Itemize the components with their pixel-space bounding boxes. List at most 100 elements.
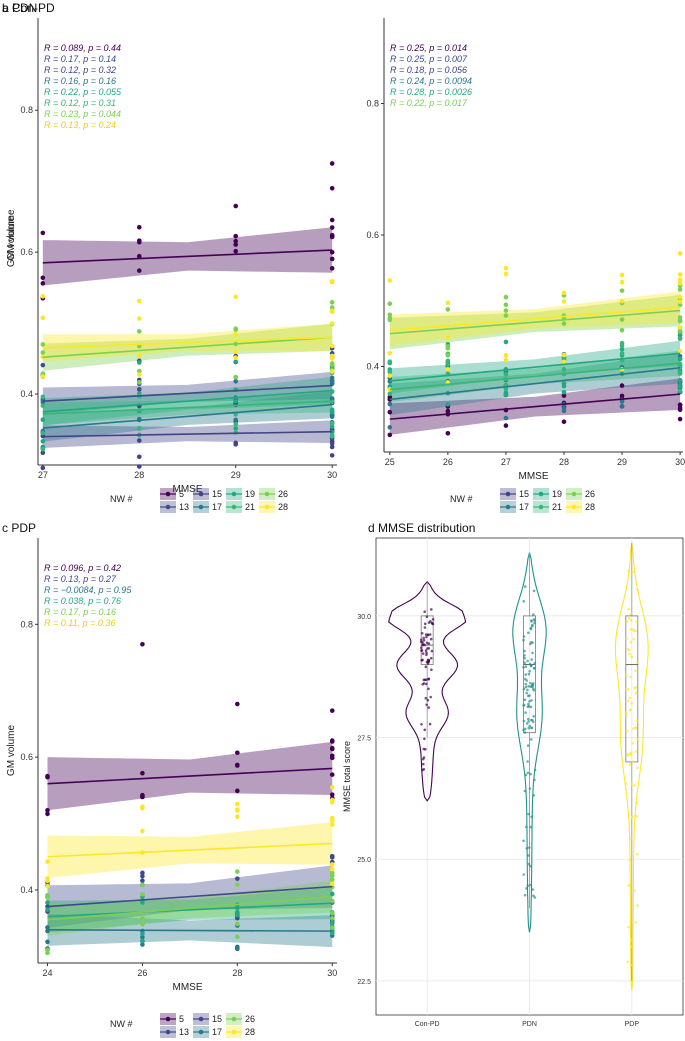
violin-Con-PD: [388, 580, 467, 802]
point-nw-21: [677, 371, 683, 376]
point-nw-5: [329, 234, 335, 240]
legend: NW # 5 15 26 13 17 28: [110, 1013, 255, 1038]
y-axis-label: MMSE total score: [342, 741, 352, 812]
point-nw-26: [329, 300, 335, 305]
stat-nw-26: R = 0.22, p = 0.017: [390, 98, 468, 108]
point-nw-28: [677, 272, 683, 277]
point-nw-5: [561, 419, 567, 424]
point-nw-21: [40, 446, 46, 452]
point-PDN: [532, 589, 536, 593]
fit-line-nw-5: [42, 249, 333, 264]
point-nw-26: [140, 921, 145, 927]
legend-key-dot-19: [231, 491, 237, 497]
point-nw-28: [136, 298, 142, 304]
point-nw-28: [503, 357, 509, 363]
point-nw-28: [387, 373, 393, 379]
point-nw-17: [140, 934, 145, 940]
legend-label-19: 19: [552, 489, 562, 499]
point-Con-PD: [425, 682, 428, 686]
point-nw-28: [140, 828, 145, 834]
x-tick-label: 27: [38, 470, 48, 480]
point-nw-5: [329, 792, 335, 797]
point-nw-21: [40, 430, 46, 436]
point-nw-13: [235, 876, 240, 881]
point-Con-PD: [427, 660, 431, 663]
point-nw-17: [45, 939, 50, 945]
point-PDP: [627, 925, 630, 929]
point-nw-28: [677, 325, 683, 330]
point-PDN: [527, 672, 531, 676]
point-nw-28: [40, 294, 46, 299]
point-PDP: [634, 629, 638, 633]
point-nw-26: [136, 379, 142, 385]
point-Con-PD: [427, 647, 431, 650]
fit-line-nw-17: [389, 367, 681, 401]
stat-nw-15: R = 0.18, p = 0.056: [390, 65, 467, 75]
x-tick-label: 28: [559, 457, 569, 467]
point-nw-26: [40, 350, 46, 355]
point-PDP: [629, 618, 633, 622]
point-nw-28: [40, 315, 46, 321]
point-nw-17: [329, 414, 335, 420]
point-PDN: [531, 623, 534, 627]
point-nw-19: [329, 409, 335, 415]
point-PDN: [522, 638, 525, 642]
point-nw-5: [233, 242, 239, 247]
fit-line-nw-26: [389, 309, 681, 335]
point-Con-PD: [420, 646, 423, 650]
point-Con-PD: [423, 622, 427, 626]
fit-line-nw-5: [47, 767, 333, 785]
fit-line-nw-26: [47, 895, 333, 921]
fit-line-nw-21: [389, 362, 681, 391]
point-nw-26: [503, 308, 509, 313]
point-nw-26: [233, 374, 239, 380]
point-PDN: [526, 688, 529, 692]
fit-line-nw-13: [47, 885, 333, 908]
legend-key-dot-15: [198, 491, 204, 497]
point-nw-15: [329, 441, 335, 446]
point-nw-26: [503, 294, 509, 300]
point-PDP: [631, 760, 635, 763]
point-PDN: [524, 773, 527, 777]
point-nw-13: [329, 854, 335, 859]
point-PDN: [529, 825, 532, 829]
y-tick-label: 0.8: [20, 619, 33, 629]
point-nw-15: [40, 465, 46, 471]
point-nw-19: [503, 392, 509, 398]
point-nw-26: [329, 873, 335, 879]
point-PDN: [529, 685, 533, 688]
point-PDP: [636, 904, 639, 907]
point-nw-26: [45, 893, 50, 898]
point-PDN: [530, 726, 533, 730]
x-tick-label: 26: [443, 457, 453, 467]
point-PDN: [533, 661, 536, 665]
point-Con-PD: [423, 737, 426, 741]
point-nw-28: [140, 805, 145, 811]
point-nw-28: [45, 859, 50, 864]
point-nw-5: [329, 745, 335, 751]
point-PDN: [528, 846, 531, 849]
point-nw-26: [329, 361, 335, 366]
x-tick-label: PDP: [625, 1021, 640, 1028]
point-Con-PD: [422, 762, 425, 766]
point-nw-28: [233, 331, 239, 337]
point-nw-21: [445, 358, 451, 364]
point-Con-PD: [430, 608, 433, 611]
point-PDN: [531, 720, 535, 724]
fit-line-nw-5: [389, 393, 681, 420]
point-Con-PD: [427, 706, 431, 709]
point-nw-17: [233, 417, 239, 423]
point-PDP: [629, 963, 633, 967]
point-nw-28: [329, 815, 335, 821]
point-PDP: [636, 737, 639, 741]
point-PDN: [532, 618, 536, 621]
legend-label-26: 26: [245, 1014, 255, 1024]
point-PDN: [529, 738, 533, 741]
point-nw-17: [329, 375, 335, 381]
point-nw-26: [235, 921, 240, 927]
legend-label-17: 17: [519, 502, 529, 512]
stat-nw-13: R = 0.17, p = 0.14: [44, 54, 116, 64]
fit-line-nw-19: [47, 902, 333, 918]
point-PDN: [530, 815, 533, 819]
point-nw-26: [136, 368, 142, 374]
